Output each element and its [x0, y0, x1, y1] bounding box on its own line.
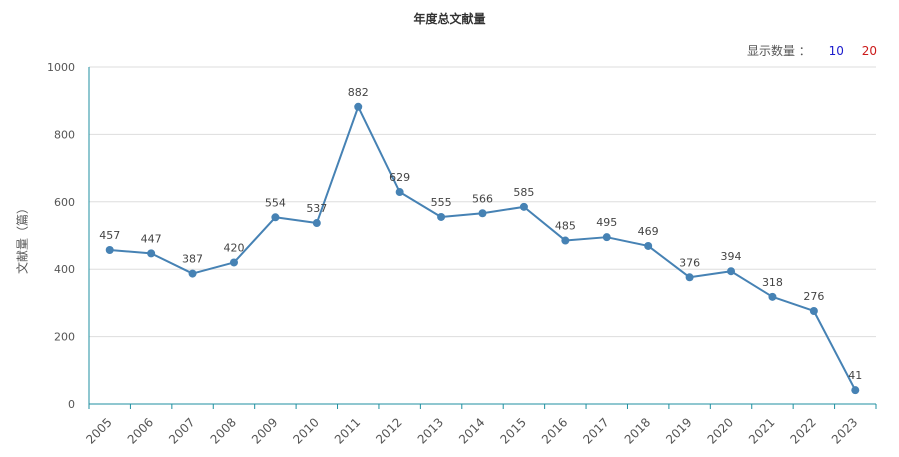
data-label: 457: [99, 229, 120, 242]
series-line: [109, 105, 857, 391]
data-label: 41: [848, 369, 862, 382]
data-point: [602, 233, 611, 242]
display-count-label: 显示数量 ：: [746, 44, 811, 58]
x-tick-label: 2019: [663, 415, 694, 446]
chart-title: 年度总文献量: [413, 12, 486, 26]
x-tick-label: 2011: [332, 415, 363, 446]
x-tick-label: 2012: [373, 415, 404, 446]
data-point: [644, 241, 653, 250]
x-tick-label: 2007: [166, 415, 197, 446]
x-tick-label: 2021: [746, 415, 777, 446]
x-tick-label: 2016: [539, 415, 570, 446]
x-tick-label: 2020: [705, 415, 736, 446]
data-point: [768, 292, 777, 301]
data-label: 387: [182, 253, 203, 266]
data-point: [395, 188, 404, 197]
data-label: 585: [513, 186, 534, 199]
data-label: 485: [555, 220, 576, 233]
y-tick-label: 800: [54, 128, 75, 141]
data-point: [519, 202, 528, 211]
y-tick-label: 0: [68, 398, 75, 411]
display-count-option-20[interactable]: 20: [861, 44, 877, 58]
data-label: 318: [762, 276, 783, 289]
data-label: 882: [348, 86, 369, 99]
data-label: 276: [803, 290, 824, 303]
display-count-option-10[interactable]: 10: [828, 44, 844, 58]
y-tick-label: 600: [54, 196, 75, 209]
data-point: [851, 386, 860, 395]
data-point: [809, 306, 818, 315]
data-point: [354, 102, 363, 111]
data-point: [727, 267, 736, 276]
x-tick-label: 2006: [125, 415, 156, 446]
data-point: [229, 258, 238, 267]
data-point: [437, 212, 446, 221]
data-label: 376: [679, 256, 700, 269]
data-point: [561, 236, 570, 245]
x-tick-label: 2018: [622, 415, 653, 446]
data-point: [147, 249, 156, 258]
display-count-selector: 显示数量 ： 10 20: [747, 42, 877, 59]
data-label: 495: [596, 216, 617, 229]
data-point: [478, 209, 487, 218]
data-point: [271, 213, 280, 222]
data-point: [105, 245, 114, 254]
x-tick-label: 2015: [498, 415, 529, 446]
data-label: 420: [223, 241, 244, 254]
x-tick-label: 2010: [290, 415, 321, 446]
data-label: 555: [431, 196, 452, 209]
data-point: [685, 273, 694, 282]
data-label: 537: [306, 202, 327, 215]
x-tick-label: 2009: [249, 415, 280, 446]
x-tick-label: 2013: [415, 415, 446, 446]
data-label: 554: [265, 196, 286, 209]
x-tick-label: 2005: [83, 415, 114, 446]
data-label: 394: [721, 250, 742, 263]
x-tick-label: 2023: [829, 415, 860, 446]
data-point: [312, 219, 321, 228]
y-tick-label: 400: [54, 263, 75, 276]
data-point: [188, 269, 197, 278]
y-tick-label: 200: [54, 331, 75, 344]
x-tick-label: 2008: [208, 415, 239, 446]
x-tick-label: 2022: [787, 415, 818, 446]
data-label: 629: [389, 171, 410, 184]
y-tick-label: 1000: [47, 61, 75, 74]
x-tick-label: 2014: [456, 415, 487, 446]
data-label: 447: [141, 232, 162, 245]
data-label: 469: [638, 225, 659, 238]
x-tick-label: 2017: [580, 415, 611, 446]
data-label: 566: [472, 192, 493, 205]
